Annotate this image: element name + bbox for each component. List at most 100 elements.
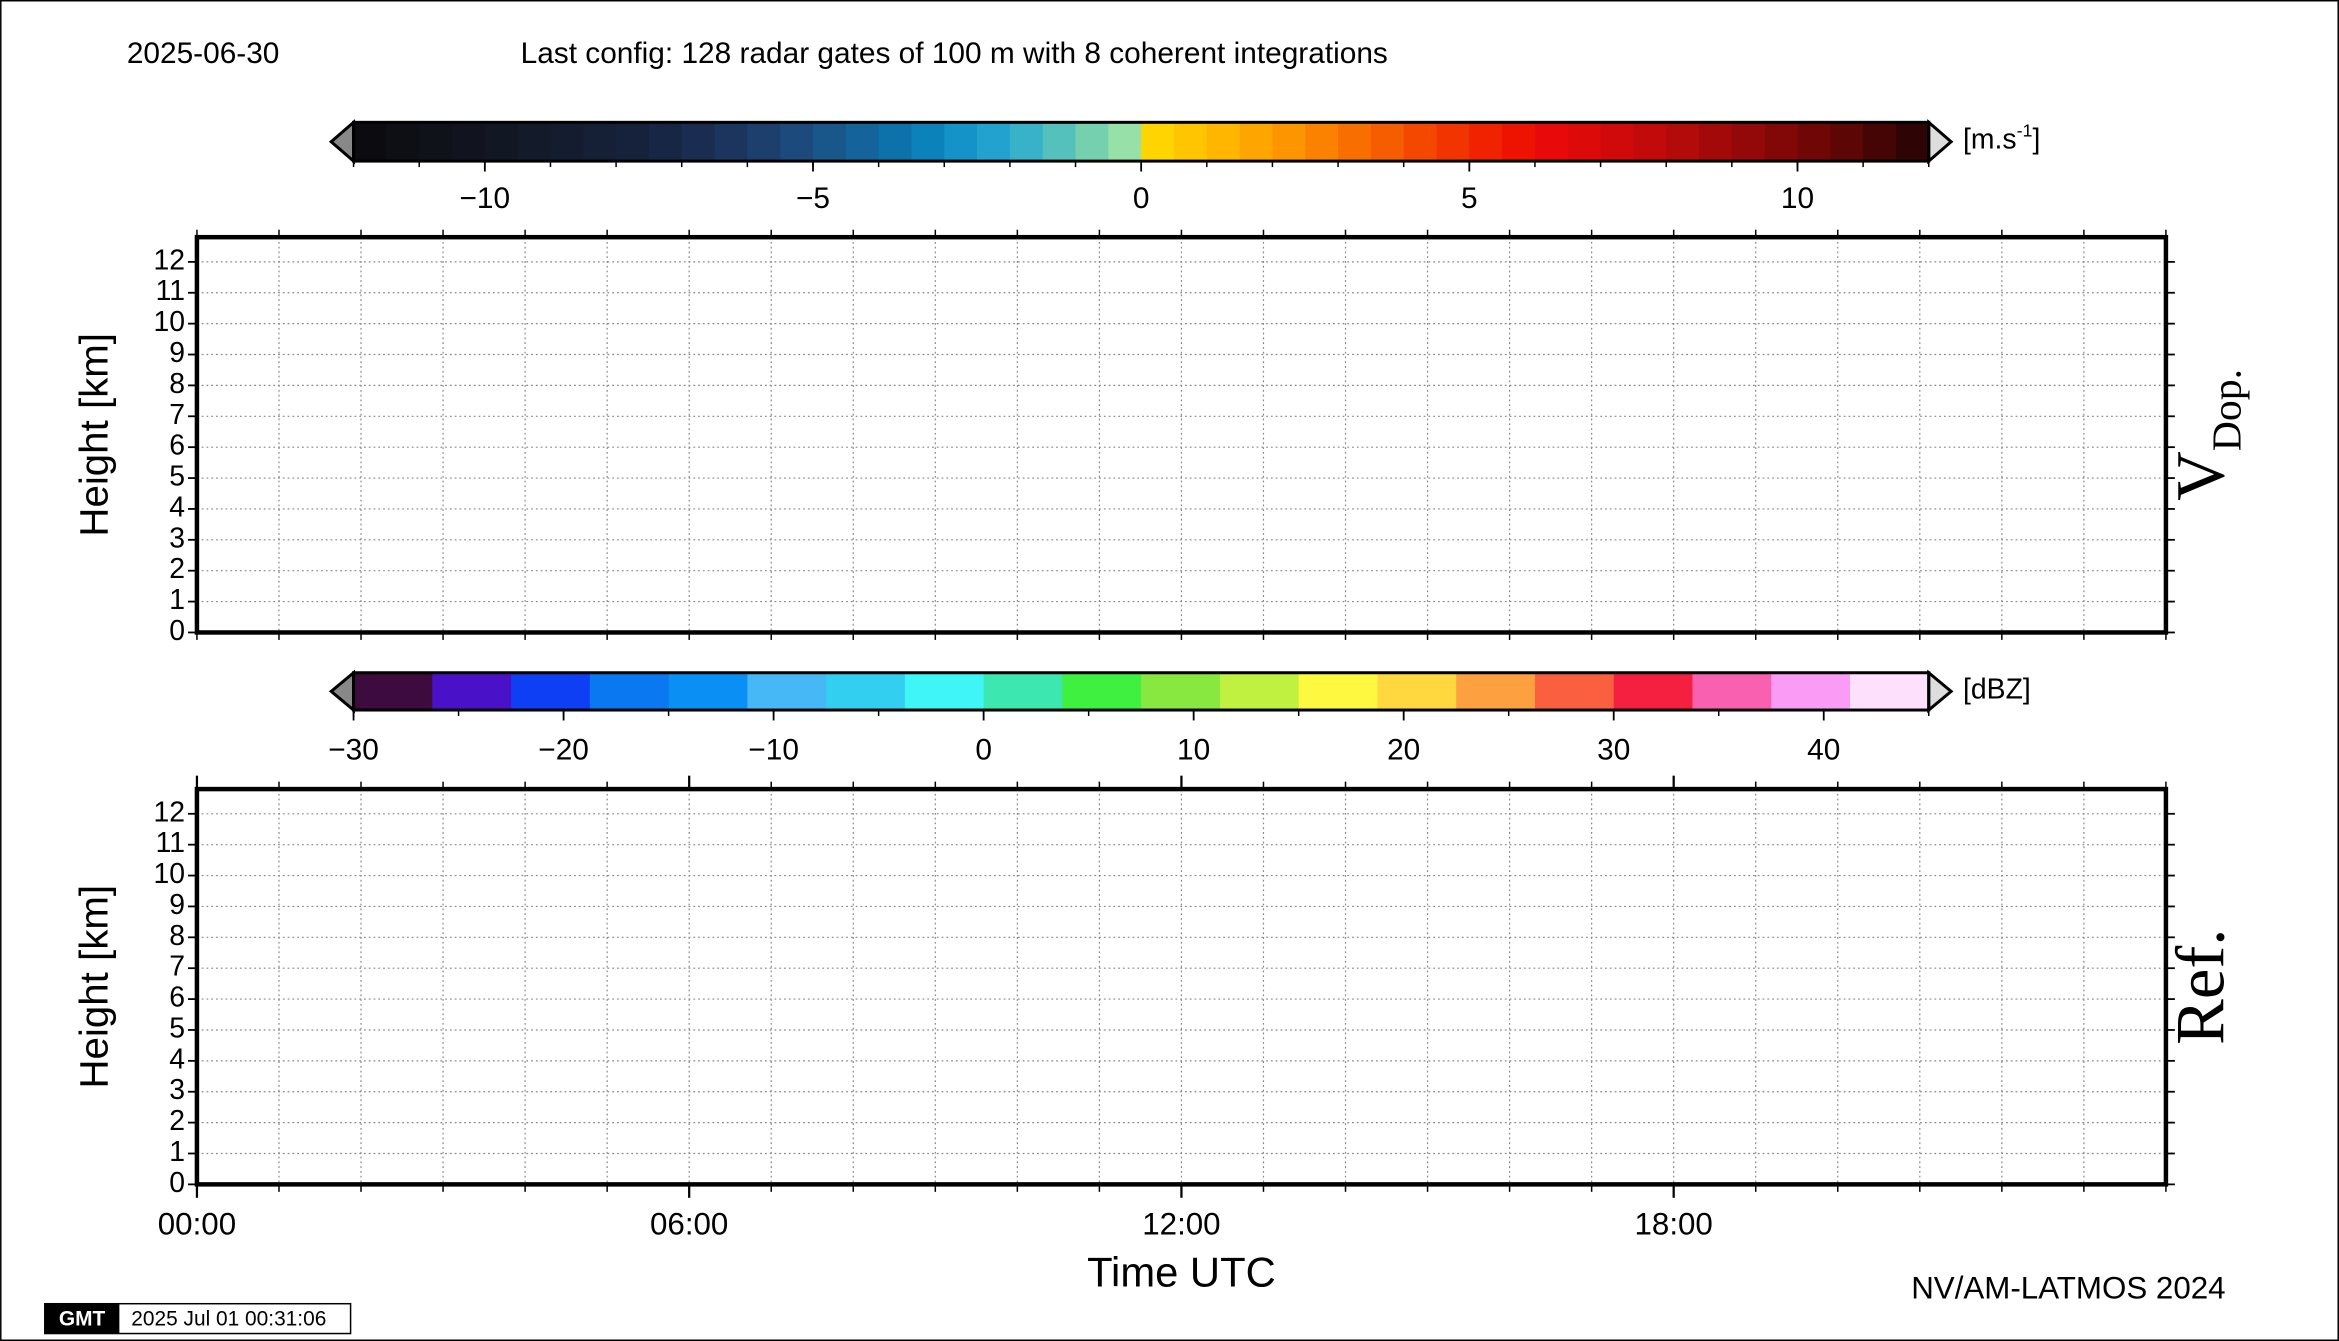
colorbar-segment: [878, 122, 913, 162]
colorbar-segment: [484, 122, 519, 162]
y-tick-label: 10: [153, 306, 185, 338]
unit-text: [m.s: [1963, 124, 2017, 156]
colorbar-segment: [1534, 672, 1615, 711]
panel-label: Ref.: [2162, 929, 2238, 1045]
colorbar-segment: [452, 122, 486, 162]
colorbar-segment: [1567, 122, 1602, 162]
colorbar-segment: [1305, 122, 1339, 162]
colorbar-segment: [977, 122, 1011, 162]
colorbar-segment: [1666, 122, 1700, 162]
colorbar-unit: [m.s-1]: [1963, 120, 2040, 156]
y-tick-label: 2: [169, 553, 185, 585]
colorbar-segment: [1699, 122, 1733, 162]
colorbar-segment: [747, 122, 781, 162]
colorbar-segment: [589, 672, 670, 711]
colorbar-segment: [419, 122, 453, 162]
y-tick-label: 2: [169, 1105, 185, 1137]
x-axis-label: Time UTC: [1087, 1248, 1276, 1295]
colorbar-segment: [1272, 122, 1306, 162]
colorbar-segment: [1436, 122, 1470, 162]
colorbar-segment: [1849, 672, 1930, 711]
y-axis-label: Height [km]: [72, 333, 117, 537]
plot-border: [194, 234, 2169, 635]
y-tick-label: 4: [169, 1043, 185, 1075]
x-tick-label: 18:00: [1635, 1206, 1713, 1241]
colorbar-segment: [983, 672, 1063, 711]
colorbar-segment: [780, 122, 814, 162]
y-tick-label: 8: [169, 368, 185, 400]
colorbar-unit: [dBZ]: [1963, 674, 2031, 706]
y-tick-label: 10: [153, 858, 185, 890]
colorbar-segment: [1377, 672, 1457, 711]
colorbar-segment: [681, 122, 716, 162]
colorbar-segment: [826, 672, 906, 711]
colorbar-segment: [812, 122, 847, 162]
colorbar-segment: [1298, 672, 1379, 711]
colorbar-segment: [1206, 122, 1241, 162]
colorbar-tick-label: 0: [975, 734, 992, 767]
colorbar-tick-label: −10: [460, 182, 511, 215]
colorbar-tick-label: −10: [748, 734, 799, 767]
colorbar-tick-label: −20: [538, 734, 589, 767]
colorbar-tick-label: 5: [1461, 182, 1478, 215]
y-tick-label: 11: [156, 827, 185, 859]
panel-label: VDop.: [2162, 369, 2250, 501]
colorbar-segment: [714, 122, 748, 162]
colorbar-segment: [432, 672, 512, 711]
colorbar-segment: [1764, 122, 1799, 162]
y-tick-label: 5: [169, 1012, 185, 1044]
colorbar-tick-label: 10: [1177, 734, 1210, 767]
colorbar-segment: [583, 122, 617, 162]
colorbar-segment: [511, 672, 591, 711]
colorbar-segment: [1600, 122, 1635, 162]
colorbar-segment: [904, 672, 985, 711]
colorbar-segment: [1239, 122, 1274, 162]
y-tick-label: 3: [169, 1074, 185, 1106]
x-tick-label: 00:00: [158, 1206, 236, 1241]
y-tick-label: 7: [169, 399, 185, 431]
colorbar-segment: [648, 122, 683, 162]
colorbar-segment: [1692, 672, 1772, 711]
panel-label-sub: Dop.: [2204, 369, 2250, 451]
colorbar-segment: [1108, 122, 1142, 162]
x-tick-label: 06:00: [650, 1206, 728, 1241]
colorbar-segment: [1173, 122, 1208, 162]
colorbar-segment: [747, 672, 827, 711]
x-tick-label: 12:00: [1142, 1206, 1220, 1241]
colorbar-tick-label: 20: [1387, 734, 1420, 767]
colorbar-segment: [845, 122, 880, 162]
colorbar-segment: [1403, 122, 1438, 162]
y-tick-label: 1: [169, 584, 185, 616]
colorbar-segment: [1062, 672, 1142, 711]
y-tick-label: 6: [169, 982, 185, 1014]
plot-border: [194, 786, 2169, 1187]
plot-area: [196, 237, 2166, 633]
y-tick-label: 5: [169, 461, 185, 493]
logo: GMT: [59, 1308, 106, 1331]
colorbar-tick-label: −30: [328, 734, 379, 767]
timestamp: 2025 Jul 01 00:31:06: [131, 1308, 326, 1331]
colorbar-segment: [1370, 122, 1405, 162]
colorbar-segment: [386, 122, 420, 162]
y-tick-label: 11: [156, 275, 185, 307]
colorbar-segment: [1633, 122, 1667, 162]
unit-end: ]: [2032, 124, 2040, 156]
colorbar-segment: [353, 122, 387, 162]
y-tick-label: 9: [169, 337, 185, 369]
colorbar-segment: [517, 122, 552, 162]
colorbar-segment: [1534, 122, 1569, 162]
colorbar-segment: [1219, 672, 1300, 711]
colorbar-segment: [1141, 672, 1221, 711]
colorbar-tick-label: 30: [1597, 734, 1630, 767]
colorbar-segment: [353, 672, 433, 711]
colorbar-segment: [1469, 122, 1503, 162]
colorbar-segment: [1009, 122, 1044, 162]
colorbar-segment: [668, 672, 748, 711]
y-tick-label: 8: [169, 920, 185, 952]
colorbar-segment: [1456, 672, 1536, 711]
colorbar-segment: [1502, 122, 1536, 162]
y-tick-label: 7: [169, 951, 185, 983]
plot-area: [196, 789, 2166, 1185]
